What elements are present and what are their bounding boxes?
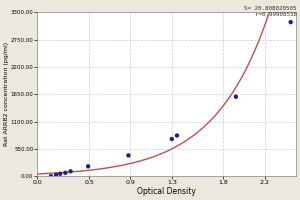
- Point: [86, 165, 91, 168]
- Point: [58, 172, 63, 175]
- Point: [175, 134, 179, 137]
- Point: [68, 170, 73, 173]
- X-axis label: Optical Density: Optical Density: [137, 187, 196, 196]
- Point: [54, 173, 58, 176]
- Point: [233, 95, 238, 98]
- Y-axis label: Rat ARRB2 concentration (pg/ml): Rat ARRB2 concentration (pg/ml): [4, 42, 9, 146]
- Point: [126, 154, 131, 157]
- Point: [169, 137, 174, 141]
- Point: [288, 21, 293, 24]
- Point: [63, 171, 68, 174]
- Text: S= 20.808020505
r=0.99908558: S= 20.808020505 r=0.99908558: [244, 6, 297, 17]
- Point: [49, 175, 53, 178]
